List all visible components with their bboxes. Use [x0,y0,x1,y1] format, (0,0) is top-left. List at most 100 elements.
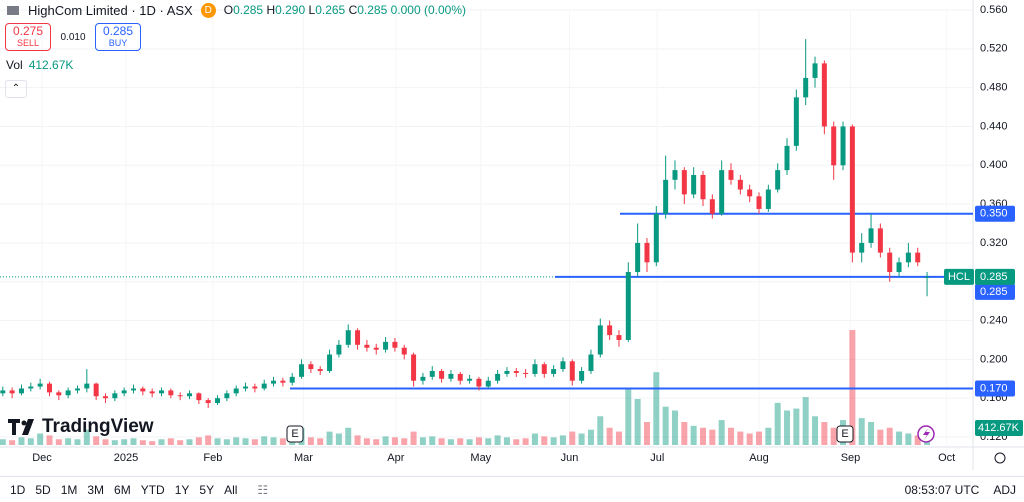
candle-body [663,179,669,214]
volume-bar [391,437,398,445]
candle-body [569,361,575,381]
volume-bar [858,418,865,445]
adj-button[interactable]: ADJ [993,482,1016,497]
range-button[interactable]: 1M [60,482,78,497]
volume-bar [718,420,725,445]
buy-label: BUY [108,38,128,48]
candle-body [56,392,62,396]
clock: 08:53:07 UTC [904,482,980,497]
volume-bar [699,427,706,445]
candle-body [747,189,753,197]
candle-body [327,354,333,372]
volume-bar [541,436,548,445]
volume-bar [121,439,128,445]
y-tick-label: 0.400 [980,159,1008,171]
volume-bar [868,422,875,445]
candle-body [37,383,43,387]
volume-bar [46,435,53,445]
range-button[interactable]: 1Y [174,482,190,497]
range-button[interactable]: 5Y [199,482,215,497]
volume-bar [74,439,81,445]
volume-bar [429,436,436,445]
candle-body [681,170,687,195]
volume-bar [662,406,669,445]
price-label-box [975,205,1015,222]
volume-bar [401,438,408,445]
candle-body [0,390,6,394]
price-label: 0.350 [980,208,1008,220]
range-button[interactable]: 3M [87,482,105,497]
buy-button[interactable]: 0.285 BUY [95,23,141,51]
last-price-box [975,268,1015,285]
collapse-button[interactable]: ⌃ [5,80,27,98]
volume-bar [905,433,912,445]
candle-body [485,380,491,387]
candle-body [420,376,426,381]
candle-body [224,393,230,399]
currency-badge[interactable]: D [200,2,216,18]
alert-bolt [923,428,930,440]
volume-bar [447,439,454,445]
volume-bar [569,431,576,445]
range-button[interactable]: 1D [10,482,26,497]
candle-body [765,189,771,209]
candle-body [457,373,463,381]
candle-body [9,390,15,394]
candle-body [364,344,370,348]
candle-body [607,325,613,336]
candle-body [560,361,566,370]
volume-bar [307,437,314,445]
volume-bar [634,399,641,445]
bottom-toolbar: 1D 5D 1M 3M 6M YTD 1Y 5Y All ☷ 08:53:07 UTC ADJ [0,476,1024,502]
volume-bar [784,410,791,445]
volume-bar [195,437,202,445]
volume-bar [18,437,25,445]
candle-body [317,369,323,372]
volume-bar [597,416,604,445]
volume-legend: Vol 412.67K [6,58,73,72]
volume-bar [746,433,753,445]
volume-bar [158,439,165,445]
volume-bar [513,439,520,445]
y-tick-label: 0.320 [980,237,1008,249]
volume-bar [457,438,464,445]
volume-bar [737,431,744,445]
date-range-icon[interactable]: ☷ [257,482,269,497]
volume-bar [345,427,352,445]
range-button[interactable]: 6M [114,482,131,497]
ohlc-key: L [308,3,316,17]
volume-bar [83,429,90,445]
range-button[interactable]: All [224,482,238,497]
candle-body [513,371,519,373]
volume-bar [812,416,819,445]
volume-bar [438,438,445,445]
candle-body [588,354,594,372]
volume-bar [896,431,903,445]
range-button[interactable]: 5D [35,482,51,497]
candle-body [877,228,883,253]
ohlc-val: 0.290 [275,3,306,17]
candle-body [915,252,921,263]
candle-body [215,398,221,404]
y-tick-label: 0.200 [980,353,1008,365]
range-button[interactable]: YTD [140,482,165,497]
price-label-box [975,283,1015,300]
volume-bar [363,438,370,445]
volume-bar [223,439,230,445]
candle-body [551,369,557,374]
volume-bar [774,402,781,445]
volume-bar [149,441,156,445]
sell-button[interactable]: 0.275 SELL [5,23,51,51]
candle-body [18,388,24,394]
volume-value: 412.67K [28,58,74,72]
x-tick-label: Feb [203,452,222,464]
candle-body [401,347,407,355]
candle-body [112,393,118,399]
x-tick-label: May [470,452,491,464]
volume-label-box [975,420,1023,436]
candle-body [644,242,650,263]
candle-body [345,330,351,345]
candle-body [252,386,258,389]
volume-bar [587,429,594,445]
